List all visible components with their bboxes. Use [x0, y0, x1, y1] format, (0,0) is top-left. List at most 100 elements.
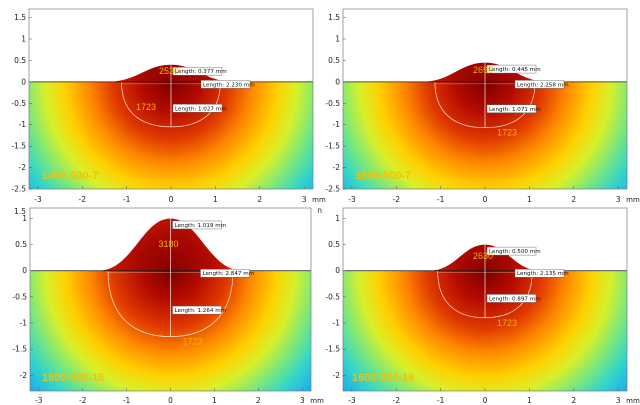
- callout-label: Length: 1.019 mm: [175, 223, 227, 229]
- callout-box: [486, 64, 537, 74]
- x-tick-label: 3: [616, 396, 621, 405]
- x-unit-label: mm: [626, 397, 640, 405]
- callout-box: [514, 80, 565, 89]
- x-tick-label: -2: [393, 396, 401, 405]
- measurement-callout: Length: 1.264 mm: [172, 305, 227, 315]
- measurement-callout: Length: 1.027 mm: [172, 104, 227, 113]
- y-tick-label: -0.5: [325, 99, 340, 108]
- x-tick-label: -3: [348, 195, 356, 204]
- y-tick-label: 0.5: [15, 240, 27, 249]
- x-tick-label: -1: [123, 195, 131, 204]
- y-tick-label: 1.5: [328, 13, 340, 22]
- y-tick-label: -1: [20, 319, 28, 328]
- panel-4: Length: 0.500 mm Length: 2.135 mm Length: …: [325, 207, 640, 405]
- peak-temperature-label: 2630: [473, 251, 493, 261]
- x-tick-label: 0: [168, 396, 173, 405]
- panel-4-top-mark: n: [317, 206, 322, 215]
- measurement-callout: Length: 0.445 mm: [486, 64, 541, 74]
- y-tick-label: -2.5: [11, 185, 26, 194]
- measurement-callout: Length: 0.377 mm: [172, 67, 227, 76]
- x-tick-label: 2: [571, 195, 576, 204]
- callout-label: Length: 1.027 mm: [175, 106, 227, 112]
- x-tick-label: -2: [79, 195, 87, 204]
- panel-2: Length: 0.445 mm Length: 2.258 mm Length: …: [325, 8, 640, 204]
- x-tick-label: -1: [437, 195, 445, 204]
- y-tick-label: -1.5: [11, 142, 26, 151]
- peak-temperature-label: 2690: [473, 65, 493, 75]
- x-tick-label: 1: [527, 195, 532, 204]
- y-tick-label: -1: [333, 120, 341, 129]
- y-tick-label: -2.5: [325, 185, 340, 194]
- x-tick-label: -1: [437, 396, 445, 405]
- callout-label: Length: 0.897 mm: [489, 296, 541, 302]
- callout-box: [486, 104, 537, 113]
- panel-1: Length: 0.377 mm Length: 2.230 mm Length: …: [11, 8, 326, 204]
- y-tick-label: 1: [335, 214, 340, 223]
- y-tick-label: 1: [21, 35, 26, 44]
- x-tick-label: -3: [348, 396, 356, 405]
- x-tick-label: -2: [79, 396, 87, 405]
- y-tick-label: -1: [333, 319, 341, 328]
- peak-temperature-label: 2520: [159, 66, 179, 76]
- measurement-callout: Length: 0.897 mm: [486, 294, 541, 303]
- callout-box: [172, 104, 223, 113]
- panel-3: Length: 1.019 mm Length: 2.847 mm Length: …: [12, 207, 324, 405]
- case-label: 1600-500-16: [42, 372, 104, 384]
- y-tick-label: 0.5: [328, 56, 340, 65]
- measurement-callout: Length: 0.500 mm: [486, 246, 541, 256]
- isotherm-label: 1723: [136, 102, 156, 112]
- x-tick-label: -3: [35, 396, 43, 405]
- x-tick-label: -3: [34, 195, 42, 204]
- y-tick-label: 0: [22, 266, 27, 275]
- callout-box: [486, 294, 537, 303]
- y-tick-label: 0: [21, 77, 26, 86]
- x-tick-label: 0: [483, 396, 488, 405]
- x-tick-label: 3: [616, 195, 621, 204]
- x-tick-label: 0: [169, 195, 174, 204]
- callout-label: Length: 2.230 mm: [203, 82, 255, 88]
- callout-label: Length: 0.500 mm: [489, 249, 541, 255]
- x-unit-label: mm: [310, 397, 324, 405]
- y-tick-label: -0.5: [12, 292, 27, 301]
- x-tick-label: 2: [257, 195, 262, 204]
- y-tick-label: -2: [333, 163, 341, 172]
- melt-pool-isotherm: [107, 270, 234, 337]
- callout-box: [172, 67, 223, 76]
- measurement-callout: Length: 2.847 mm: [200, 269, 254, 278]
- y-tick-label: -2: [333, 371, 341, 380]
- y-tick-label: 1: [335, 35, 340, 44]
- callout-label: Length: 1.071 mm: [489, 107, 541, 113]
- y-tick-label: -1: [19, 120, 27, 129]
- isotherm-label: 1723: [497, 318, 517, 328]
- x-unit-label: mm: [626, 196, 640, 204]
- measurement-callout: Length: 2.258 mm: [514, 80, 569, 89]
- panel-3-top-tick: 1.5: [14, 207, 26, 216]
- callout-label: Length: 2.135 mm: [517, 271, 569, 277]
- y-tick-label: 0: [335, 77, 340, 86]
- y-tick-label: -0.5: [11, 99, 26, 108]
- x-tick-label: 1: [212, 396, 217, 405]
- x-tick-label: -2: [393, 195, 401, 204]
- case-label: 1600-500-7: [355, 170, 411, 182]
- y-tick-label: 0.5: [14, 56, 26, 65]
- x-tick-label: 1: [213, 195, 218, 204]
- callout-label: Length: 0.377 mm: [175, 69, 227, 75]
- callout-box: [172, 305, 222, 315]
- callout-label: Length: 0.445 mm: [489, 67, 541, 73]
- y-tick-label: 1.5: [14, 13, 26, 22]
- peak-temperature-label: 3180: [159, 239, 179, 249]
- measurement-callout: Length: 2.135 mm: [514, 269, 569, 278]
- y-tick-label: -1.5: [325, 142, 340, 151]
- callout-box: [514, 269, 565, 278]
- case-label: 1600-800-16: [352, 372, 414, 384]
- isotherm-label: 1723: [183, 337, 203, 347]
- x-tick-label: 0: [483, 195, 488, 204]
- callout-label: Length: 1.264 mm: [175, 308, 227, 314]
- callout-box: [172, 220, 222, 230]
- y-tick-label: 0: [335, 266, 340, 275]
- x-tick-label: 1: [527, 396, 532, 405]
- measurement-callout: Length: 2.230 mm: [200, 80, 255, 89]
- isotherm-label: 1723: [497, 128, 517, 138]
- x-unit-label: mm: [312, 196, 326, 204]
